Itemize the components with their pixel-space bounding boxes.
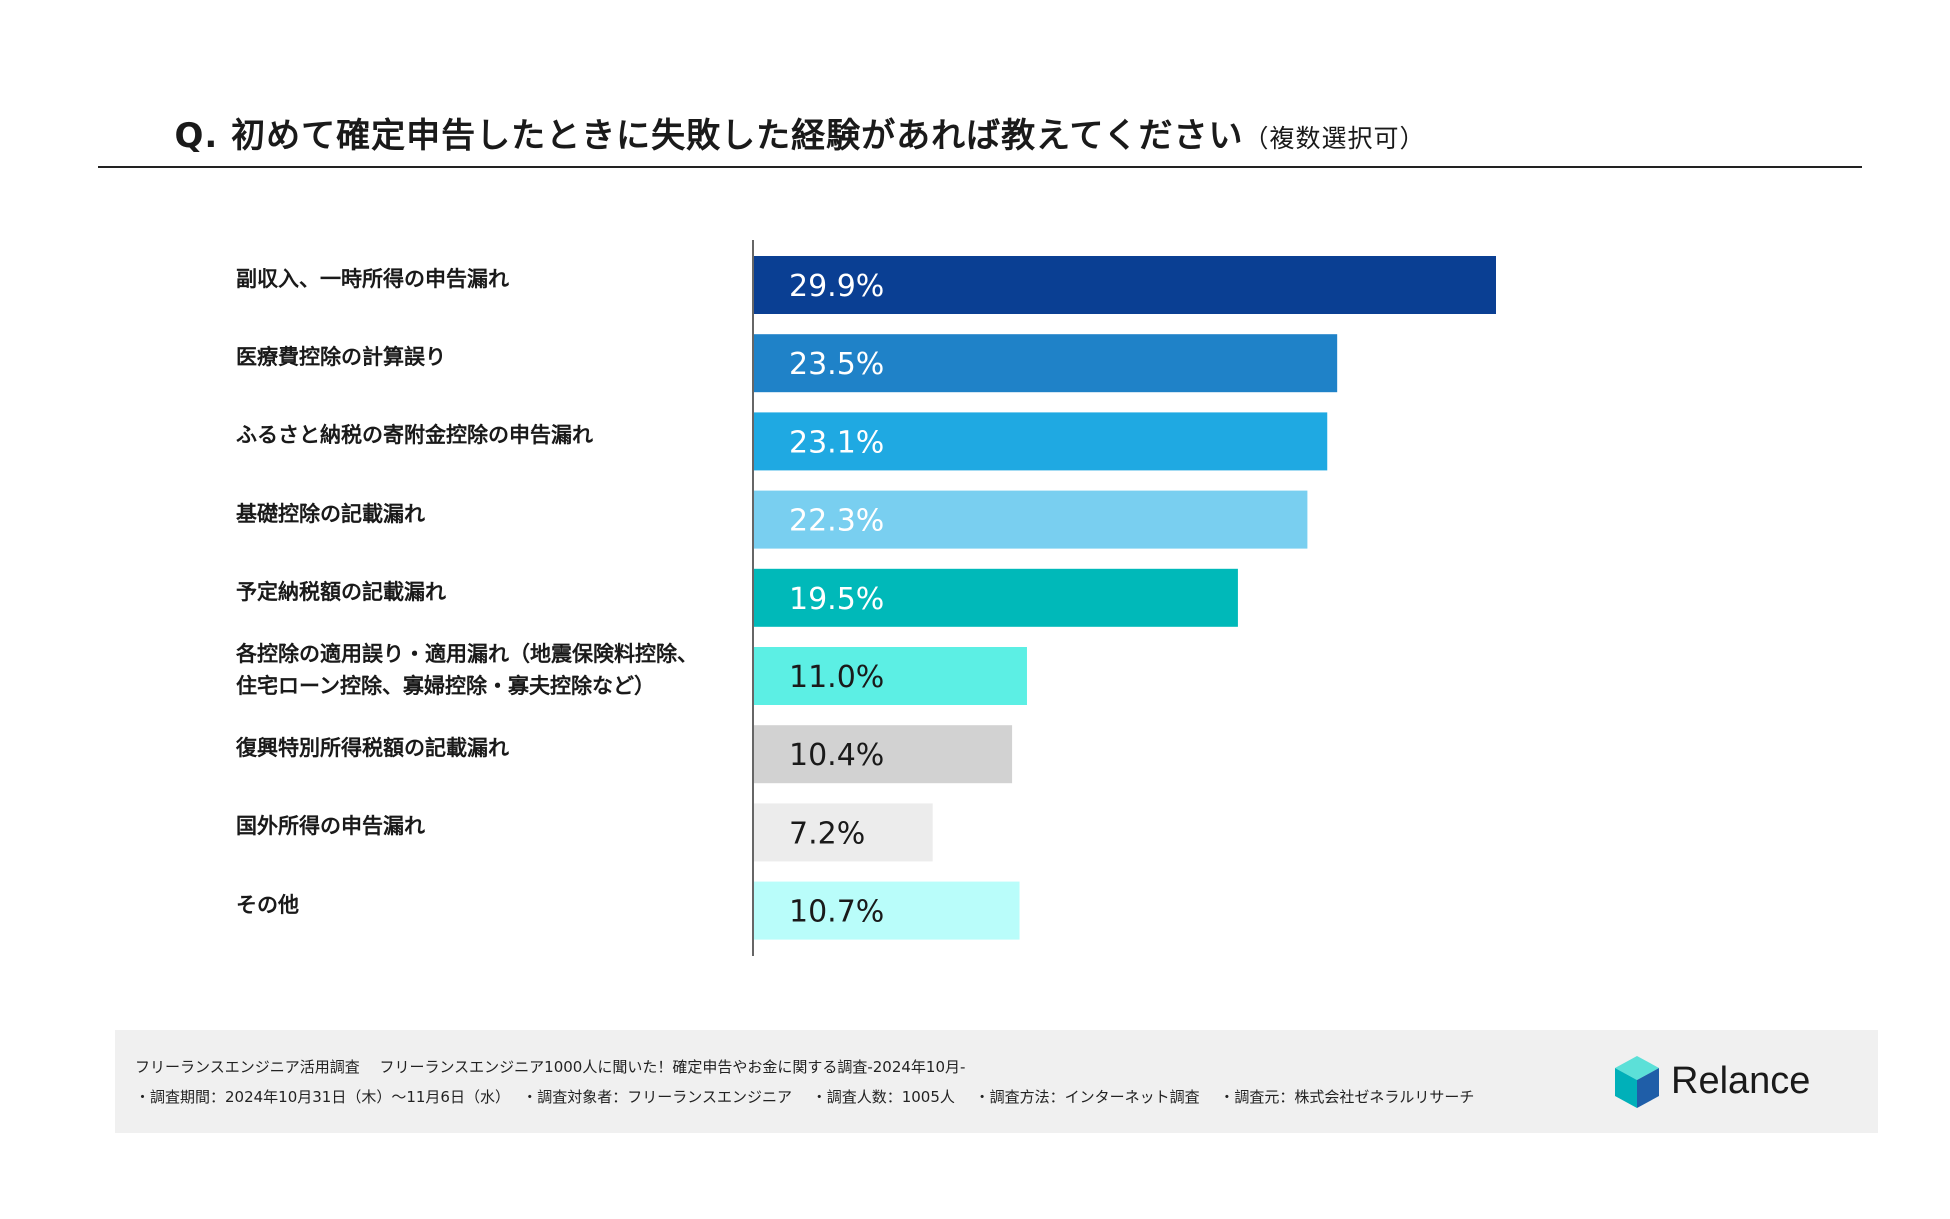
bar-value-label-8: 10.7% — [789, 895, 884, 930]
category-label-line: 基礎控除の記載漏れ — [236, 501, 425, 526]
bar-value-label-0: 29.9% — [789, 269, 884, 304]
category-label-8: その他 — [236, 889, 756, 921]
bar-7 — [754, 803, 933, 862]
category-label-3: 基礎控除の記載漏れ — [236, 498, 756, 530]
category-label-line: 復興特別所得税額の記載漏れ — [236, 736, 509, 761]
category-label-2: ふるさと納税の寄附金控除の申告漏れ — [236, 419, 756, 451]
category-label-7: 国外所得の申告漏れ — [236, 810, 756, 842]
category-label-line: 医療費控除の計算誤り — [236, 345, 446, 370]
footer: フリーランスエンジニア活用調査 フリーランスエンジニア1000人に聞いた！確定申… — [115, 1030, 1878, 1133]
relance-logo-text: Relance — [1671, 1060, 1811, 1102]
bar-0 — [754, 256, 1496, 314]
bar-8 — [754, 881, 1020, 940]
bar-2 — [754, 412, 1328, 471]
bar-1 — [754, 334, 1338, 393]
title-divider — [98, 166, 1862, 168]
category-label-line: 副収入、一時所得の申告漏れ — [236, 267, 509, 291]
category-label-line: 国外所得の申告漏れ — [236, 814, 425, 839]
category-label-line: 各控除の適用誤り・適用漏れ（地震保険料控除、 — [236, 642, 698, 666]
bar-6 — [754, 725, 1013, 784]
bar-value-label-4: 19.5% — [789, 582, 884, 617]
bar-chart: 29.9% 23.5% 23.1% 22.3% 19.5% 11.0% 10.4% 7.2% 1… — [752, 240, 1496, 956]
bar-value-label-7: 7.2% — [789, 816, 865, 851]
category-label-line: 住宅ローン控除、寡婦控除・寡夫控除など） — [236, 674, 655, 698]
bar-4 — [754, 568, 1238, 627]
bar-value-label-5: 11.0% — [789, 660, 884, 695]
bar-value-label-2: 23.1% — [789, 425, 884, 460]
category-label-line: ふるさと納税の寄附金控除の申告漏れ — [236, 423, 593, 448]
category-label-5: 各控除の適用誤り・適用漏れ（地震保険料控除、 住宅ローン控除、寡婦控除・寡夫控除な… — [236, 638, 756, 702]
category-label-1: 医療費控除の計算誤り — [236, 341, 756, 373]
relance-logo: Relance — [1607, 1050, 1837, 1116]
bar-value-label-1: 23.5% — [789, 347, 884, 382]
bar-value-label-6: 10.4% — [789, 738, 884, 773]
category-label-6: 復興特別所得税額の記載漏れ — [236, 732, 756, 764]
category-label-line: 予定納税額の記載漏れ — [236, 579, 446, 604]
footer-survey-details: ・調査期間：2024年10月31日（木）～11月6日（水） ・調査対象者：フリー… — [135, 1088, 1475, 1106]
chart-title-main: Q. 初めて確定申告したときに失敗した経験があれば教えてください — [174, 116, 1244, 156]
bar-3 — [754, 490, 1308, 549]
category-label-4: 予定納税額の記載漏れ — [236, 576, 756, 608]
bar-5 — [754, 647, 1027, 705]
category-label-0: 副収入、一時所得の申告漏れ — [236, 263, 756, 295]
footer-survey-title: フリーランスエンジニア活用調査 フリーランスエンジニア1000人に聞いた！確定申… — [135, 1058, 966, 1076]
relance-cube-icon — [1615, 1056, 1659, 1108]
chart-title-sub: （複数選択可） — [1243, 124, 1426, 153]
chart-title: Q. 初めて確定申告したときに失敗した経験があれば教えてください（複数選択可） — [0, 108, 1600, 157]
bar-value-label-3: 22.3% — [789, 504, 884, 539]
category-label-line: その他 — [236, 892, 299, 917]
